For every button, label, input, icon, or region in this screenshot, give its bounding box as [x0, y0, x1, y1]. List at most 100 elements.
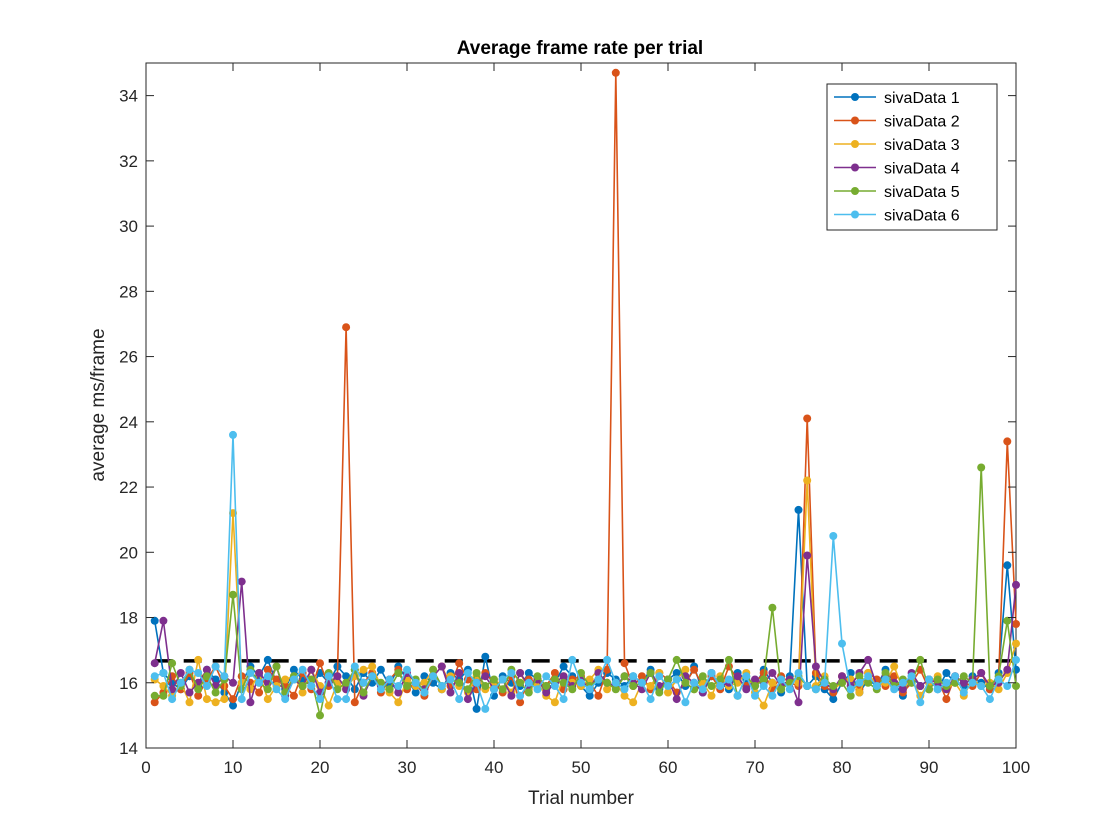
data-point — [777, 675, 786, 684]
legend-item-6[interactable]: sivaData 6 — [834, 208, 960, 225]
data-point — [507, 669, 516, 677]
data-point — [289, 675, 298, 684]
data-point — [350, 662, 359, 671]
data-point — [1012, 639, 1020, 648]
series-line — [154, 479, 1017, 707]
legend-label: sivaData 2 — [884, 114, 960, 131]
data-point — [637, 678, 646, 687]
data-point — [324, 672, 333, 681]
data-point — [629, 698, 638, 707]
data-point — [568, 685, 577, 694]
data-point — [759, 675, 768, 684]
x-tick-label: 70 — [746, 758, 765, 777]
data-point — [229, 701, 237, 710]
data-point — [159, 616, 168, 625]
data-point — [342, 323, 351, 332]
data-point — [637, 672, 646, 681]
data-point — [577, 669, 585, 677]
data-point — [359, 688, 368, 697]
data-point — [759, 682, 768, 690]
y-tick-label: 24 — [119, 413, 138, 432]
data-point — [838, 678, 846, 687]
data-point — [194, 691, 203, 700]
data-point — [194, 685, 203, 694]
data-point — [664, 688, 672, 697]
legend-item-2[interactable]: sivaData 2 — [834, 114, 960, 131]
data-point — [890, 662, 899, 671]
data-point — [272, 675, 281, 684]
data-point — [585, 685, 594, 694]
data-point — [959, 678, 968, 687]
data-point — [838, 672, 846, 681]
data-point — [742, 685, 751, 694]
x-tick-label: 50 — [572, 758, 591, 777]
data-point — [185, 698, 194, 707]
data-point — [185, 665, 194, 674]
y-axis-label: average ms/frame — [88, 328, 109, 481]
data-point — [898, 678, 907, 687]
x-tick-label: 90 — [920, 758, 939, 777]
data-point — [611, 68, 620, 77]
data-point — [846, 691, 855, 700]
data-point — [394, 698, 403, 707]
data-point — [959, 688, 968, 697]
series-line — [154, 466, 1017, 717]
data-point — [977, 669, 986, 677]
data-point — [481, 672, 490, 681]
data-point — [385, 685, 394, 694]
legend-item-4[interactable]: sivaData 4 — [834, 161, 960, 178]
data-point — [985, 682, 994, 690]
data-point — [376, 685, 385, 694]
data-point — [281, 695, 290, 704]
legend-item-5[interactable]: sivaData 5 — [834, 184, 960, 201]
data-point — [690, 665, 699, 674]
data-point — [838, 639, 846, 648]
data-point — [498, 675, 507, 684]
y-tick-label: 26 — [119, 348, 138, 367]
data-point — [498, 685, 507, 694]
data-point — [342, 695, 351, 704]
data-point — [890, 685, 899, 694]
data-point — [864, 672, 873, 681]
data-point — [611, 685, 620, 694]
data-point — [368, 662, 377, 671]
legend[interactable]: sivaData 1 sivaData 2 sivaData 3 sivaData 4… — [826, 83, 998, 231]
data-point — [333, 685, 342, 694]
data-point — [289, 665, 298, 674]
data-point — [255, 678, 264, 687]
data-point — [298, 688, 307, 697]
data-point — [229, 430, 237, 439]
data-point — [359, 678, 368, 687]
data-point — [1012, 580, 1020, 589]
data-point — [672, 675, 681, 684]
data-point — [359, 665, 368, 674]
tick-layer: 0 10 20 30 40 50 60 70 80 90 100 14 16 18 20 22 24 26 28 30… — [119, 63, 1030, 777]
data-point — [307, 682, 316, 690]
data-point — [603, 665, 612, 674]
data-point — [646, 682, 655, 690]
data-point — [533, 672, 542, 681]
legend-item-1[interactable]: sivaData 1 — [834, 90, 960, 107]
data-point — [255, 669, 264, 677]
legend-item-3[interactable]: sivaData 3 — [834, 137, 960, 154]
data-point — [724, 655, 733, 664]
data-point — [246, 669, 255, 677]
data-point — [237, 577, 246, 586]
data-point — [1003, 561, 1012, 570]
data-point — [516, 698, 525, 707]
data-point — [951, 672, 960, 681]
data-point — [603, 655, 612, 664]
data-point — [420, 688, 429, 697]
y-tick-label: 16 — [119, 674, 138, 693]
data-point — [255, 688, 264, 697]
data-point — [176, 678, 185, 687]
data-point — [333, 672, 342, 681]
data-point — [342, 672, 351, 681]
data-point — [620, 672, 629, 681]
data-point — [559, 695, 568, 704]
data-point — [324, 701, 333, 710]
data-point — [150, 698, 159, 707]
data-point — [550, 698, 559, 707]
x-tick-label: 20 — [311, 758, 330, 777]
